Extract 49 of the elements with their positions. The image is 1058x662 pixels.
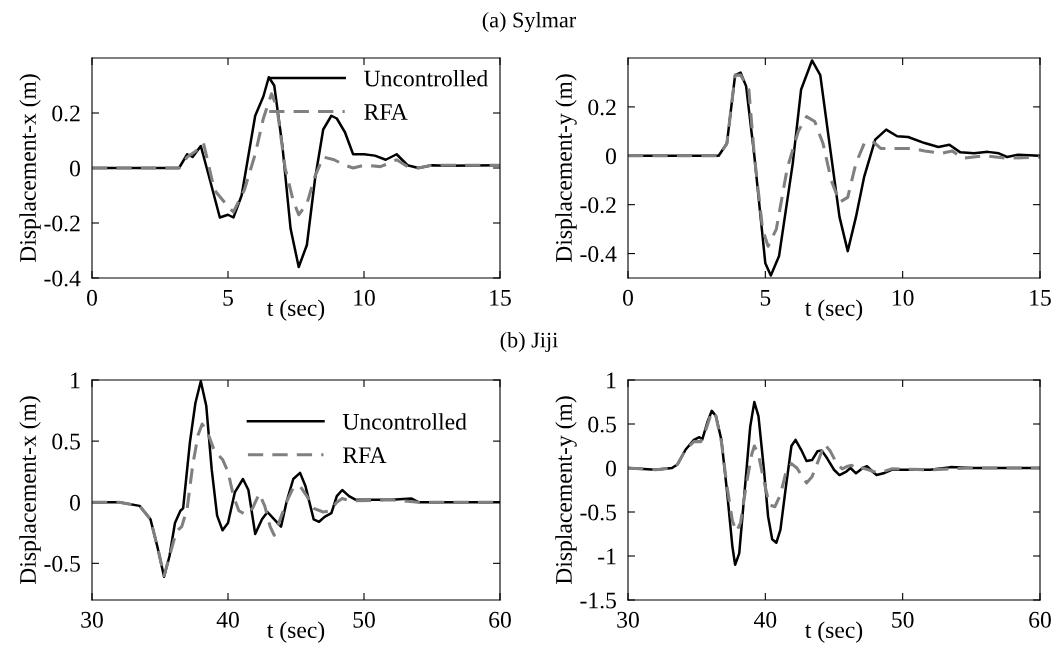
y-tick-label: -0.2 <box>580 197 616 214</box>
y-tick-label: 0 <box>69 494 80 511</box>
x-tick-label: 60 <box>1029 611 1051 628</box>
x-tick-label: 50 <box>353 611 375 628</box>
y-axis-title: Displacement-y (m) <box>555 74 577 263</box>
y-tick-label: 0.5 <box>588 416 616 433</box>
x-tick-label: 10 <box>892 289 914 306</box>
x-tick-label: 50 <box>892 611 914 628</box>
x-axis-title: t (sec) <box>805 299 863 321</box>
x-tick-label: 40 <box>753 611 777 628</box>
y-tick-label: 1 <box>71 372 80 389</box>
x-tick-label: 5 <box>223 290 233 306</box>
x-tick-label: 40 <box>216 611 239 628</box>
x-tick-label: 15 <box>1030 289 1051 306</box>
y-tick-label: 0 <box>605 148 616 165</box>
x-tick-label: 0 <box>87 289 97 306</box>
x-tick-label: 10 <box>354 289 375 306</box>
y-tick-label: 0.5 <box>52 433 80 450</box>
y-tick-label: -0.5 <box>44 555 80 572</box>
legend-label: Uncontrolled <box>364 69 488 87</box>
y-axis-title: Displacement-y (m) <box>555 396 577 585</box>
y-tick-label: -1 <box>598 548 616 565</box>
line-series <box>92 92 500 217</box>
x-tick-label: 60 <box>489 611 511 628</box>
legend-label: RFA <box>343 447 387 463</box>
y-tick-label: 0.2 <box>588 99 616 116</box>
y-tick-label: -0.5 <box>580 504 616 521</box>
chart-title: (b) Jiji <box>500 331 558 353</box>
y-tick-label: 1 <box>607 372 616 389</box>
legend-label: Uncontrolled <box>342 413 467 430</box>
chart-title: (a) Sylmar <box>482 11 577 33</box>
legend-label: RFA <box>364 104 408 120</box>
y-axis-title: Displacement-x (m) <box>19 396 41 585</box>
x-tick-label: 30 <box>81 611 103 628</box>
y-tick-label: -0.4 <box>44 270 81 287</box>
x-tick-label: 15 <box>490 289 511 306</box>
x-tick-label: 5 <box>760 290 771 306</box>
y-tick-label: 0 <box>605 460 616 477</box>
y-tick-label: 0 <box>69 160 80 177</box>
x-axis-title: t (sec) <box>267 299 325 321</box>
y-tick-label: -1.5 <box>580 592 616 609</box>
y-tick-label: 0.2 <box>52 105 80 122</box>
x-tick-label: 0 <box>623 289 633 306</box>
y-axis-title: Displacement-x (m) <box>19 74 41 263</box>
x-axis-title: t (sec) <box>805 621 863 643</box>
y-tick-label: -0.4 <box>580 246 617 263</box>
x-tick-label: 30 <box>617 611 639 628</box>
x-axis-title: t (sec) <box>267 621 325 643</box>
y-tick-label: -0.2 <box>44 215 80 232</box>
